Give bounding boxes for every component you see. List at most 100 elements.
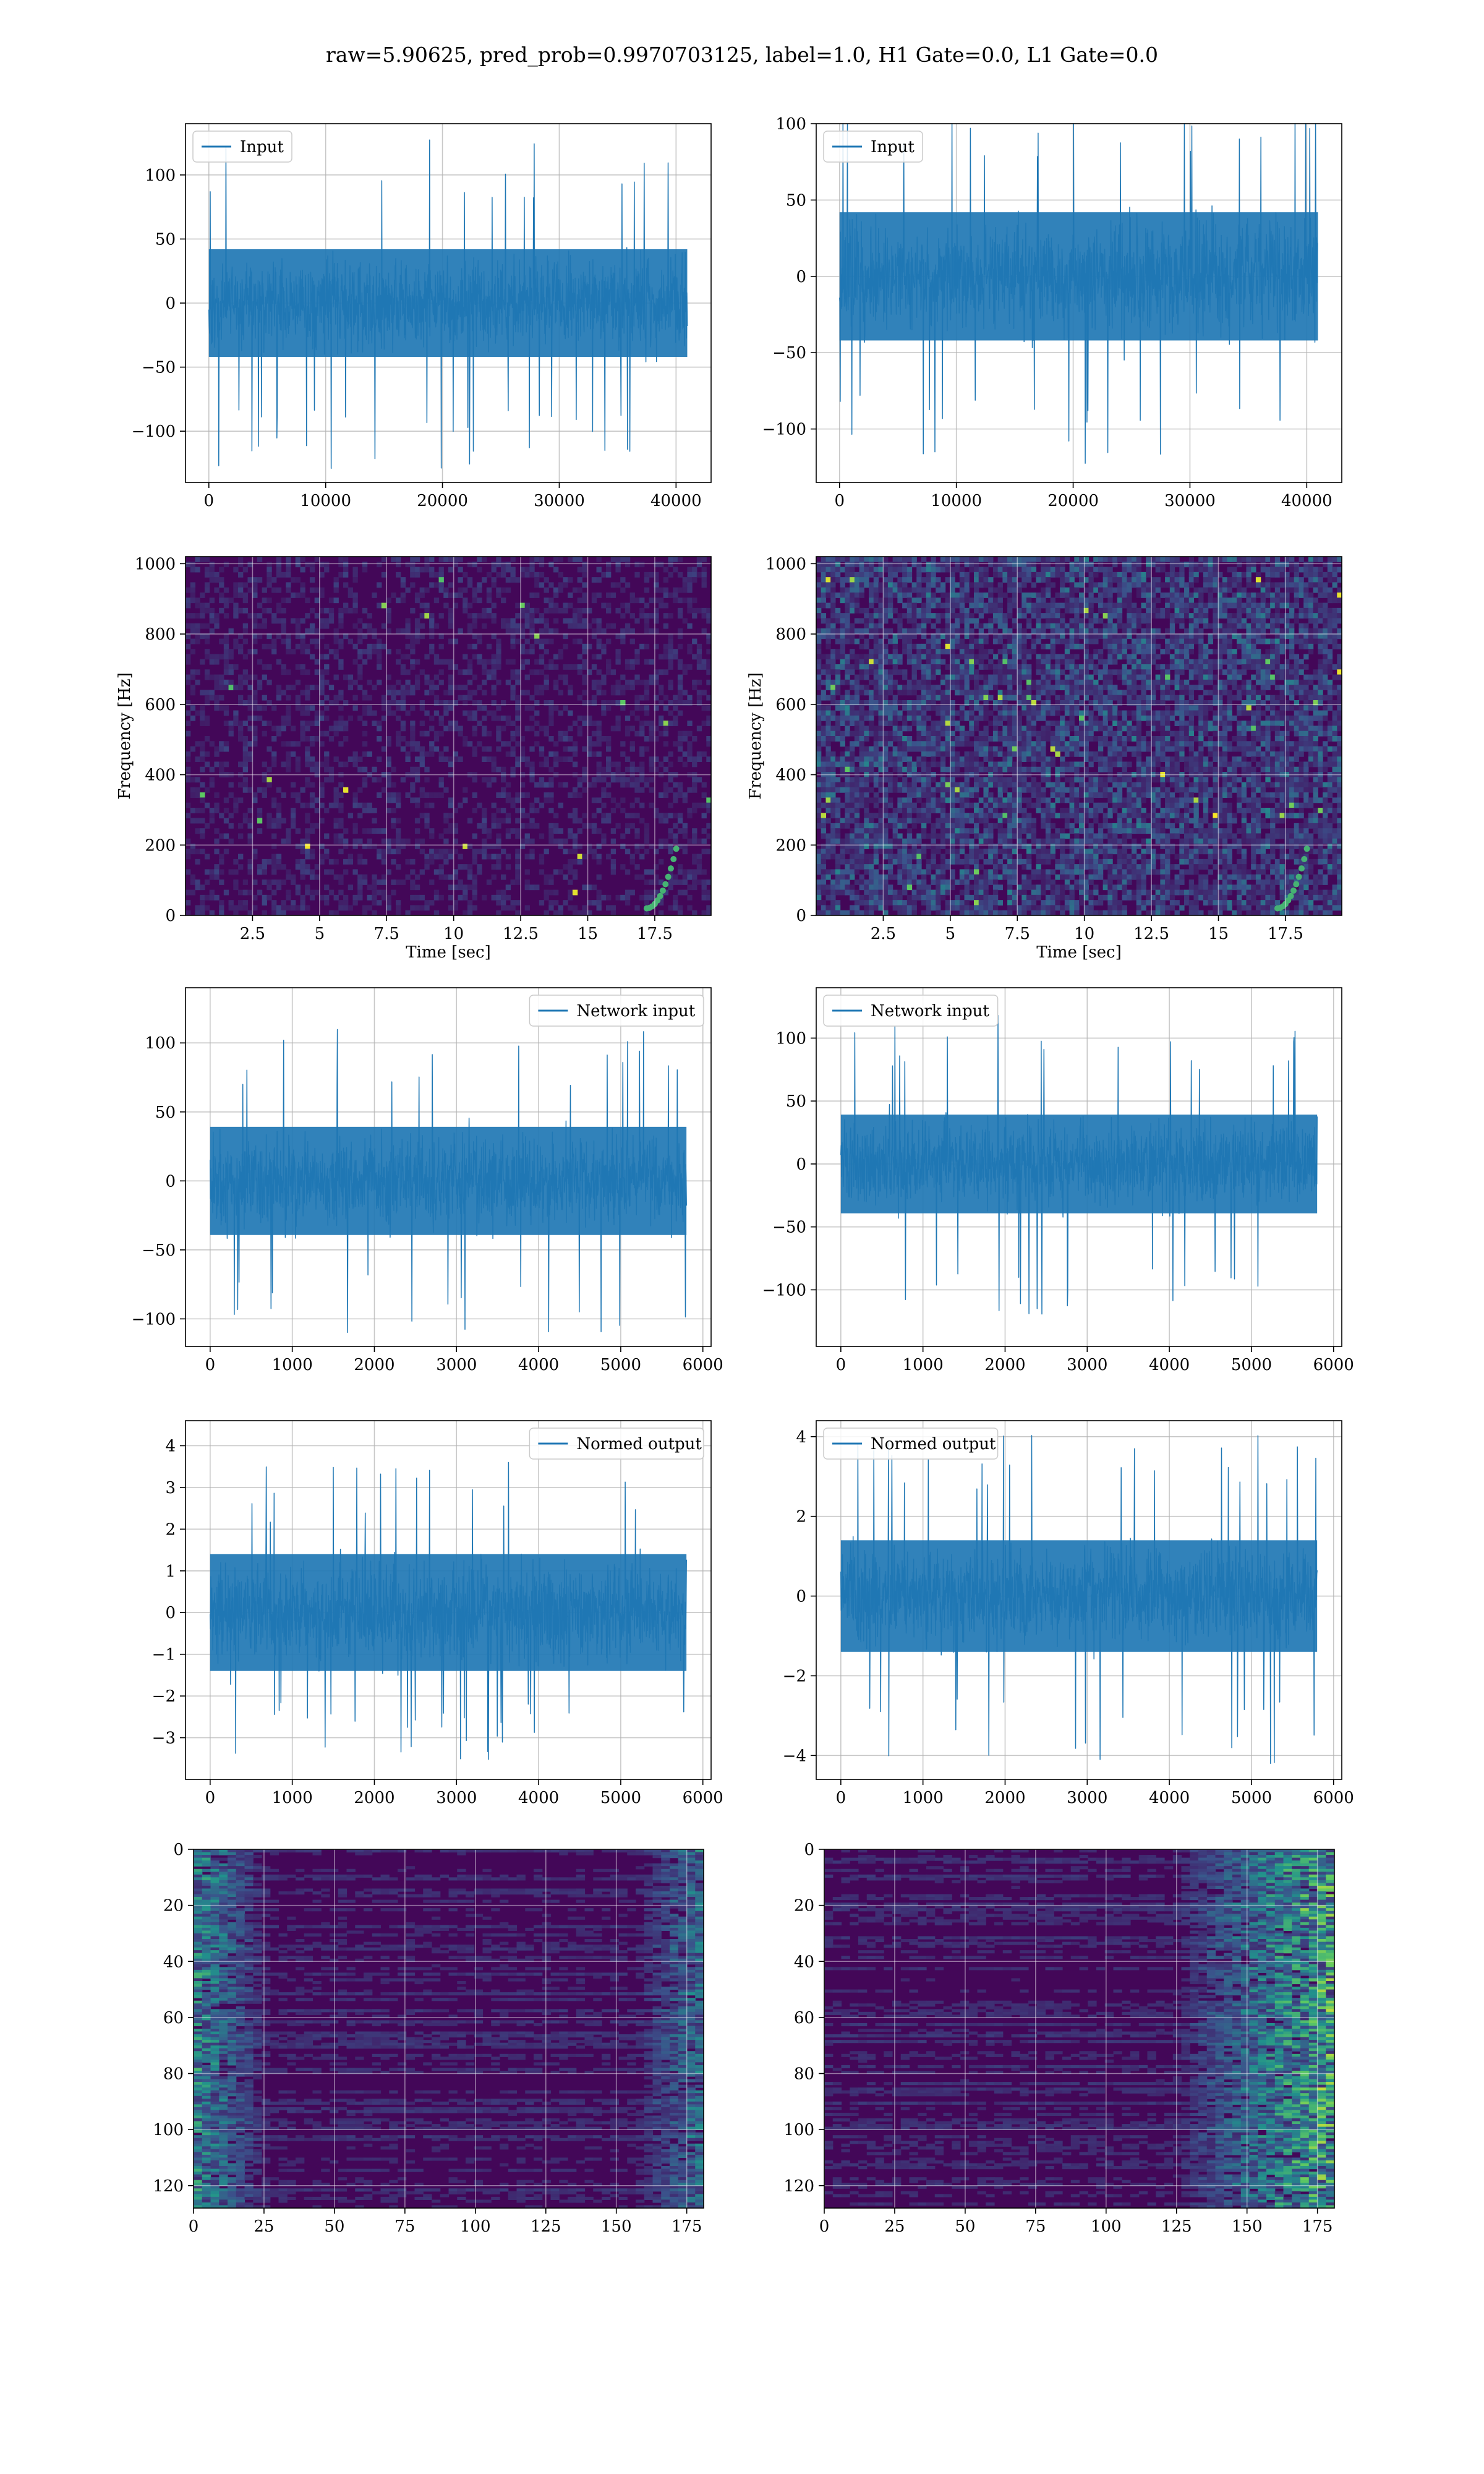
p7-ytick-label-5: 2: [165, 1520, 176, 1539]
p7-legend-label: Normed output: [576, 1435, 702, 1453]
p1-xtick-label-0: 0: [204, 492, 215, 510]
p3-ytick-label-2: 400: [145, 766, 176, 785]
p10-xtick-label-1: 25: [884, 2217, 905, 2236]
p6-xtick-label-1: 1000: [903, 1356, 944, 1374]
p8-ytick-label-2: 0: [796, 1588, 806, 1606]
p9-heatmap-bg: [194, 1849, 704, 2208]
p6-xtick-label-4: 4000: [1149, 1356, 1190, 1374]
p9-heatmap-cells: [194, 1849, 704, 2208]
p9-ytick-label-1: 20: [163, 1897, 184, 1915]
panel-p6: 0 1000 2000 3000 4000 5000 6000 −100 −50 0 50 100 Ne…: [762, 987, 1354, 1374]
p10-xtick-label-5: 125: [1161, 2217, 1192, 2236]
p5-legend-box: [529, 995, 704, 1027]
p8-xtick-label-3: 3000: [1067, 1789, 1107, 1807]
p4-ytick-label-5: 1000: [765, 555, 806, 573]
p4-ylabel: Frequency [Hz]: [746, 672, 765, 800]
p1-ytick-label-1: −50: [142, 359, 176, 377]
p9-ytick-label-2: 40: [163, 1953, 184, 1971]
p2-xtick-label-2: 20000: [1047, 492, 1099, 510]
p8-legend-label: Normed output: [871, 1435, 996, 1453]
p4-xtick-label-5: 15: [1208, 925, 1229, 943]
p8-axes-frame: [816, 1420, 1342, 1780]
p8-ytick-label-0: −4: [783, 1747, 806, 1765]
p2-series-core: [839, 212, 1318, 341]
p2-xtick-label-3: 30000: [1164, 492, 1216, 510]
p2-xtick-label-4: 40000: [1281, 492, 1333, 510]
panel-p4: 2.5 5 7.5 10 12.5 15 17.5 0 200 400 600 800 1000 Time…: [746, 555, 1342, 962]
p3-heatmap-cells: [186, 557, 711, 915]
p6-xtick-label-3: 3000: [1067, 1356, 1107, 1374]
p5-xtick-label-5: 5000: [600, 1356, 641, 1374]
p7-xtick-label-6: 6000: [683, 1789, 723, 1807]
panel-p1: 0 10000 20000 30000 40000 −100 −50 0 50 100 Input: [132, 123, 712, 510]
p8-ytick-label-3: 2: [796, 1508, 806, 1526]
p1-ytick-label-2: 0: [165, 294, 176, 313]
p9-xtick-label-1: 25: [254, 2217, 274, 2236]
p4-xtick-label-4: 12.5: [1133, 925, 1169, 943]
p2-legend-box: [823, 131, 923, 163]
p6-xtick-label-6: 6000: [1313, 1356, 1354, 1374]
p8-legend-box: [823, 1427, 999, 1460]
p1-ytick-label-4: 100: [145, 166, 176, 185]
p3-axes-frame: [185, 556, 712, 916]
p3-xtick-label-5: 15: [578, 925, 598, 943]
p9-xtick-label-0: 0: [189, 2217, 199, 2236]
p2-ytick-label-3: 50: [786, 191, 806, 210]
p4-xtick-label-6: 17.5: [1268, 925, 1303, 943]
p8-ytick-label-1: −2: [783, 1667, 806, 1685]
p8-xtick-label-2: 2000: [984, 1789, 1025, 1807]
p8-xtick-label-1: 1000: [903, 1789, 944, 1807]
p5-legend-label: Network input: [576, 1002, 695, 1021]
p2-ytick-label-0: −100: [762, 421, 806, 439]
p10-xtick-label-3: 75: [1025, 2217, 1046, 2236]
p6-legend-box: [823, 995, 999, 1027]
p10-ytick-label-5: 100: [783, 2121, 814, 2139]
p9-ytick-label-4: 80: [163, 2065, 184, 2084]
p5-series-core: [210, 1126, 687, 1235]
p3-ytick-label-5: 1000: [135, 555, 176, 573]
p1-xtick-label-2: 20000: [417, 492, 468, 510]
p1-ytick-label-0: −100: [132, 422, 176, 441]
p9-ytick-label-0: 0: [173, 1841, 184, 1859]
p1-ytick-label-3: 50: [155, 230, 176, 249]
p10-xtick-label-0: 0: [819, 2217, 830, 2236]
p8-xtick-label-5: 5000: [1231, 1789, 1272, 1807]
p8-xtick-label-6: 6000: [1313, 1789, 1354, 1807]
p5-ytick-label-1: −50: [142, 1241, 176, 1260]
p3-xtick-label-0: 2.5: [240, 925, 265, 943]
p7-ytick-label-7: 4: [165, 1437, 176, 1455]
p6-ytick-label-2: 0: [796, 1155, 806, 1174]
p5-ytick-label-3: 50: [155, 1103, 176, 1122]
panel-p7: 0 1000 2000 3000 4000 5000 6000 −3 −2 −1 0 1 2 3 4 Norm…: [152, 1420, 723, 1807]
p3-xtick-label-3: 10: [443, 925, 464, 943]
p7-legend-box: [529, 1427, 704, 1460]
p7-ytick-label-1: −2: [152, 1687, 176, 1706]
p9-axes-frame: [193, 1849, 704, 2209]
panel-p2: 0 10000 20000 30000 40000 −100 −50 0 50 100 Input: [762, 115, 1342, 510]
p9-ytick-label-6: 120: [153, 2177, 184, 2196]
panel-p10: 0 25 50 75 100 125 150 175 0 20 40 60 80 100 120: [783, 1841, 1335, 2236]
p7-xtick-label-0: 0: [205, 1789, 216, 1807]
p10-xtick-label-2: 50: [955, 2217, 975, 2236]
p4-heatmap-cells: [816, 557, 1342, 915]
p9-xtick-label-6: 150: [601, 2217, 632, 2236]
p7-xtick-label-1: 1000: [272, 1789, 313, 1807]
p3-ytick-label-4: 800: [145, 625, 176, 644]
p2-xtick-label-0: 0: [835, 492, 845, 510]
p10-axes-frame: [824, 1849, 1335, 2209]
p4-xtick-label-2: 7.5: [1005, 925, 1030, 943]
p3-ylabel: Frequency [Hz]: [116, 672, 134, 800]
p9-xtick-label-5: 125: [531, 2217, 561, 2236]
p7-axes-frame: [185, 1420, 712, 1780]
p7-ytick-label-0: −3: [152, 1729, 176, 1748]
p9-ytick-label-5: 100: [153, 2121, 184, 2139]
p6-xtick-label-0: 0: [836, 1356, 846, 1374]
panel-p8: 0 1000 2000 3000 4000 5000 6000 −4 −2 0 2 4 Normed o…: [783, 1420, 1354, 1807]
p4-ytick-label-2: 400: [775, 766, 806, 785]
p3-xtick-label-6: 17.5: [637, 925, 673, 943]
p6-xtick-label-2: 2000: [984, 1356, 1025, 1374]
p2-xtick-label-1: 10000: [931, 492, 982, 510]
p1-series-core: [208, 249, 688, 357]
p3-xtick-label-4: 12.5: [503, 925, 539, 943]
p7-xtick-label-2: 2000: [354, 1789, 394, 1807]
